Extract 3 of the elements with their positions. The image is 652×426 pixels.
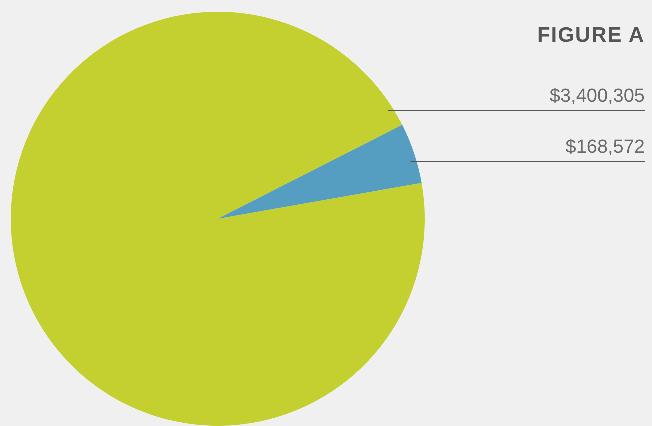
data-label: $3,400,305 xyxy=(550,86,645,107)
text: FIGURE A xyxy=(537,24,645,48)
data-label: $168,572 xyxy=(566,137,645,158)
